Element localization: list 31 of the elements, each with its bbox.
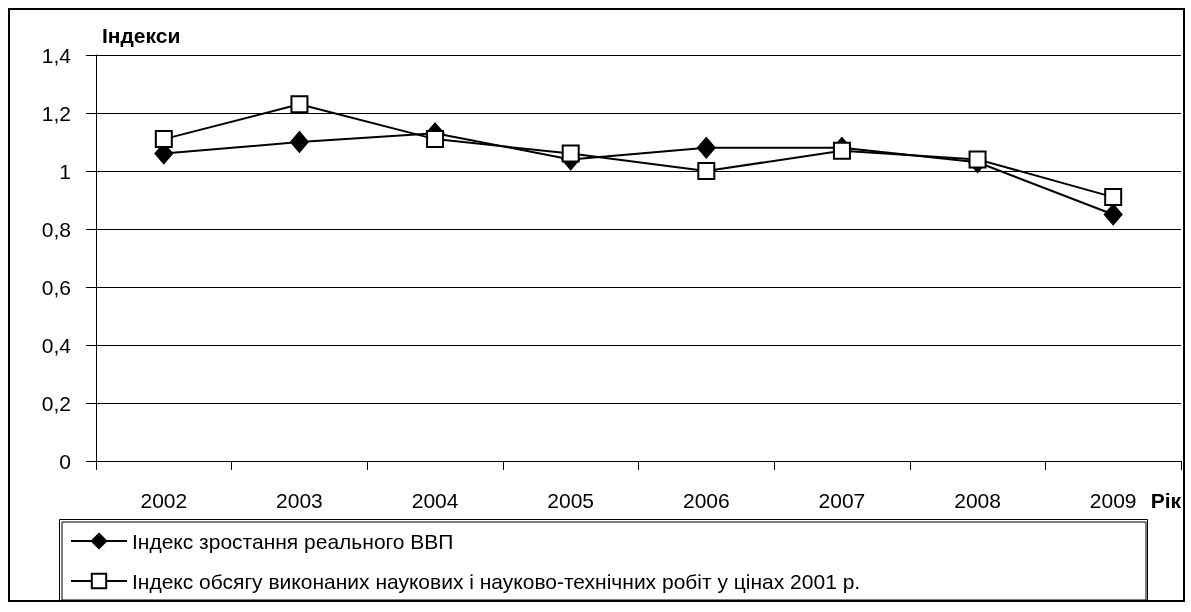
y-tick-label: 1,4 bbox=[41, 43, 72, 67]
x-tick-label: 2007 bbox=[818, 489, 866, 512]
x-tick-label: 2003 bbox=[276, 489, 323, 512]
point bbox=[290, 95, 309, 114]
x-tick-label: 2002 bbox=[140, 489, 188, 512]
x-tick-label: 2009 bbox=[1089, 489, 1137, 512]
point bbox=[696, 136, 716, 159]
point bbox=[697, 162, 716, 180]
x-tick-label: 2006 bbox=[682, 489, 730, 512]
point bbox=[1103, 203, 1123, 226]
x-axis-title: Рік bbox=[1150, 489, 1182, 512]
point bbox=[426, 130, 445, 149]
point bbox=[968, 150, 987, 169]
x-tick-label: 2004 bbox=[411, 489, 459, 512]
point bbox=[154, 130, 173, 149]
x-tick-label: 2008 bbox=[954, 489, 1001, 512]
y-tick-label: 1,2 bbox=[41, 101, 71, 125]
y-axis-title: Індекси bbox=[102, 24, 181, 47]
legend-label: Індекс зростання реального ВВП bbox=[132, 529, 454, 553]
y-tick-label: 1 bbox=[59, 159, 71, 183]
y-tick-label: 0,8 bbox=[41, 217, 71, 241]
point bbox=[561, 144, 580, 163]
y-tick-label: 0,2 bbox=[41, 391, 71, 415]
point bbox=[832, 141, 851, 160]
y-tick-label: 0 bbox=[59, 449, 71, 473]
legend-label: Індекс обсягу виконаних наукових і науково-технічних робіт у цінах 2001 р. bbox=[132, 569, 861, 593]
point bbox=[1104, 188, 1123, 207]
y-tick-label: 0,4 bbox=[41, 333, 72, 357]
y-tick-label: 0,6 bbox=[41, 275, 71, 299]
x-tick-label: 2005 bbox=[547, 489, 595, 512]
point bbox=[289, 131, 309, 153]
